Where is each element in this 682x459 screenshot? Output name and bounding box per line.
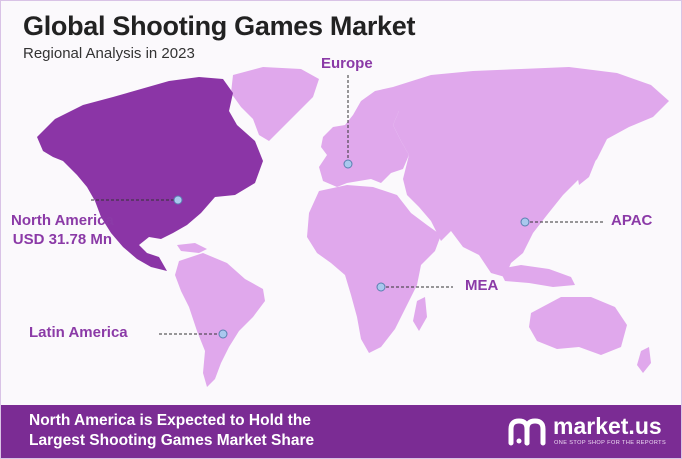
page-title: Global Shooting Games Market: [23, 11, 416, 41]
madagascar-shape: [413, 297, 427, 331]
japan-shape: [577, 147, 597, 185]
mea-marker: [376, 282, 386, 292]
europe-marker: [343, 159, 353, 169]
north-america-name: North America: [11, 212, 114, 229]
greenland-shape: [231, 67, 319, 141]
south-america-shape: [175, 253, 265, 387]
world-map: [37, 67, 669, 387]
footer-banner: North America is Expected to Hold the La…: [1, 405, 681, 458]
latin-america-label: Latin America: [29, 324, 128, 341]
southeast-asia-islands-shape: [499, 265, 575, 287]
latin-america-marker: [218, 329, 228, 339]
north-america-marker: [173, 195, 183, 205]
north-america-shape: [37, 77, 263, 271]
europe-label: Europe: [321, 55, 373, 72]
footer-message: North America is Expected to Hold the La…: [29, 411, 314, 451]
caribbean-shape: [177, 243, 207, 253]
uk-shape: [325, 131, 337, 153]
footer-line-1: North America is Expected to Hold the: [29, 412, 311, 429]
asia-shape: [393, 67, 669, 277]
logo-tagline: ONE STOP SHOP FOR THE REPORTS: [554, 440, 667, 446]
apac-label: APAC: [611, 212, 653, 229]
europe-shape: [319, 87, 409, 187]
mea-label: MEA: [465, 277, 499, 294]
north-america-value: USD 31.78 Mn: [12, 231, 112, 248]
page-subtitle: Regional Analysis in 2023: [23, 45, 195, 62]
market-us-logo-icon: [508, 418, 546, 446]
australia-shape: [529, 297, 627, 355]
new-zealand-shape: [637, 347, 651, 373]
apac-marker: [520, 217, 530, 227]
africa-shape: [307, 185, 441, 353]
logo-name: market.us: [553, 413, 662, 439]
footer-line-2: Largest Shooting Games Market Share: [29, 432, 315, 449]
north-america-label: North America USD 31.78 Mn: [11, 211, 114, 249]
